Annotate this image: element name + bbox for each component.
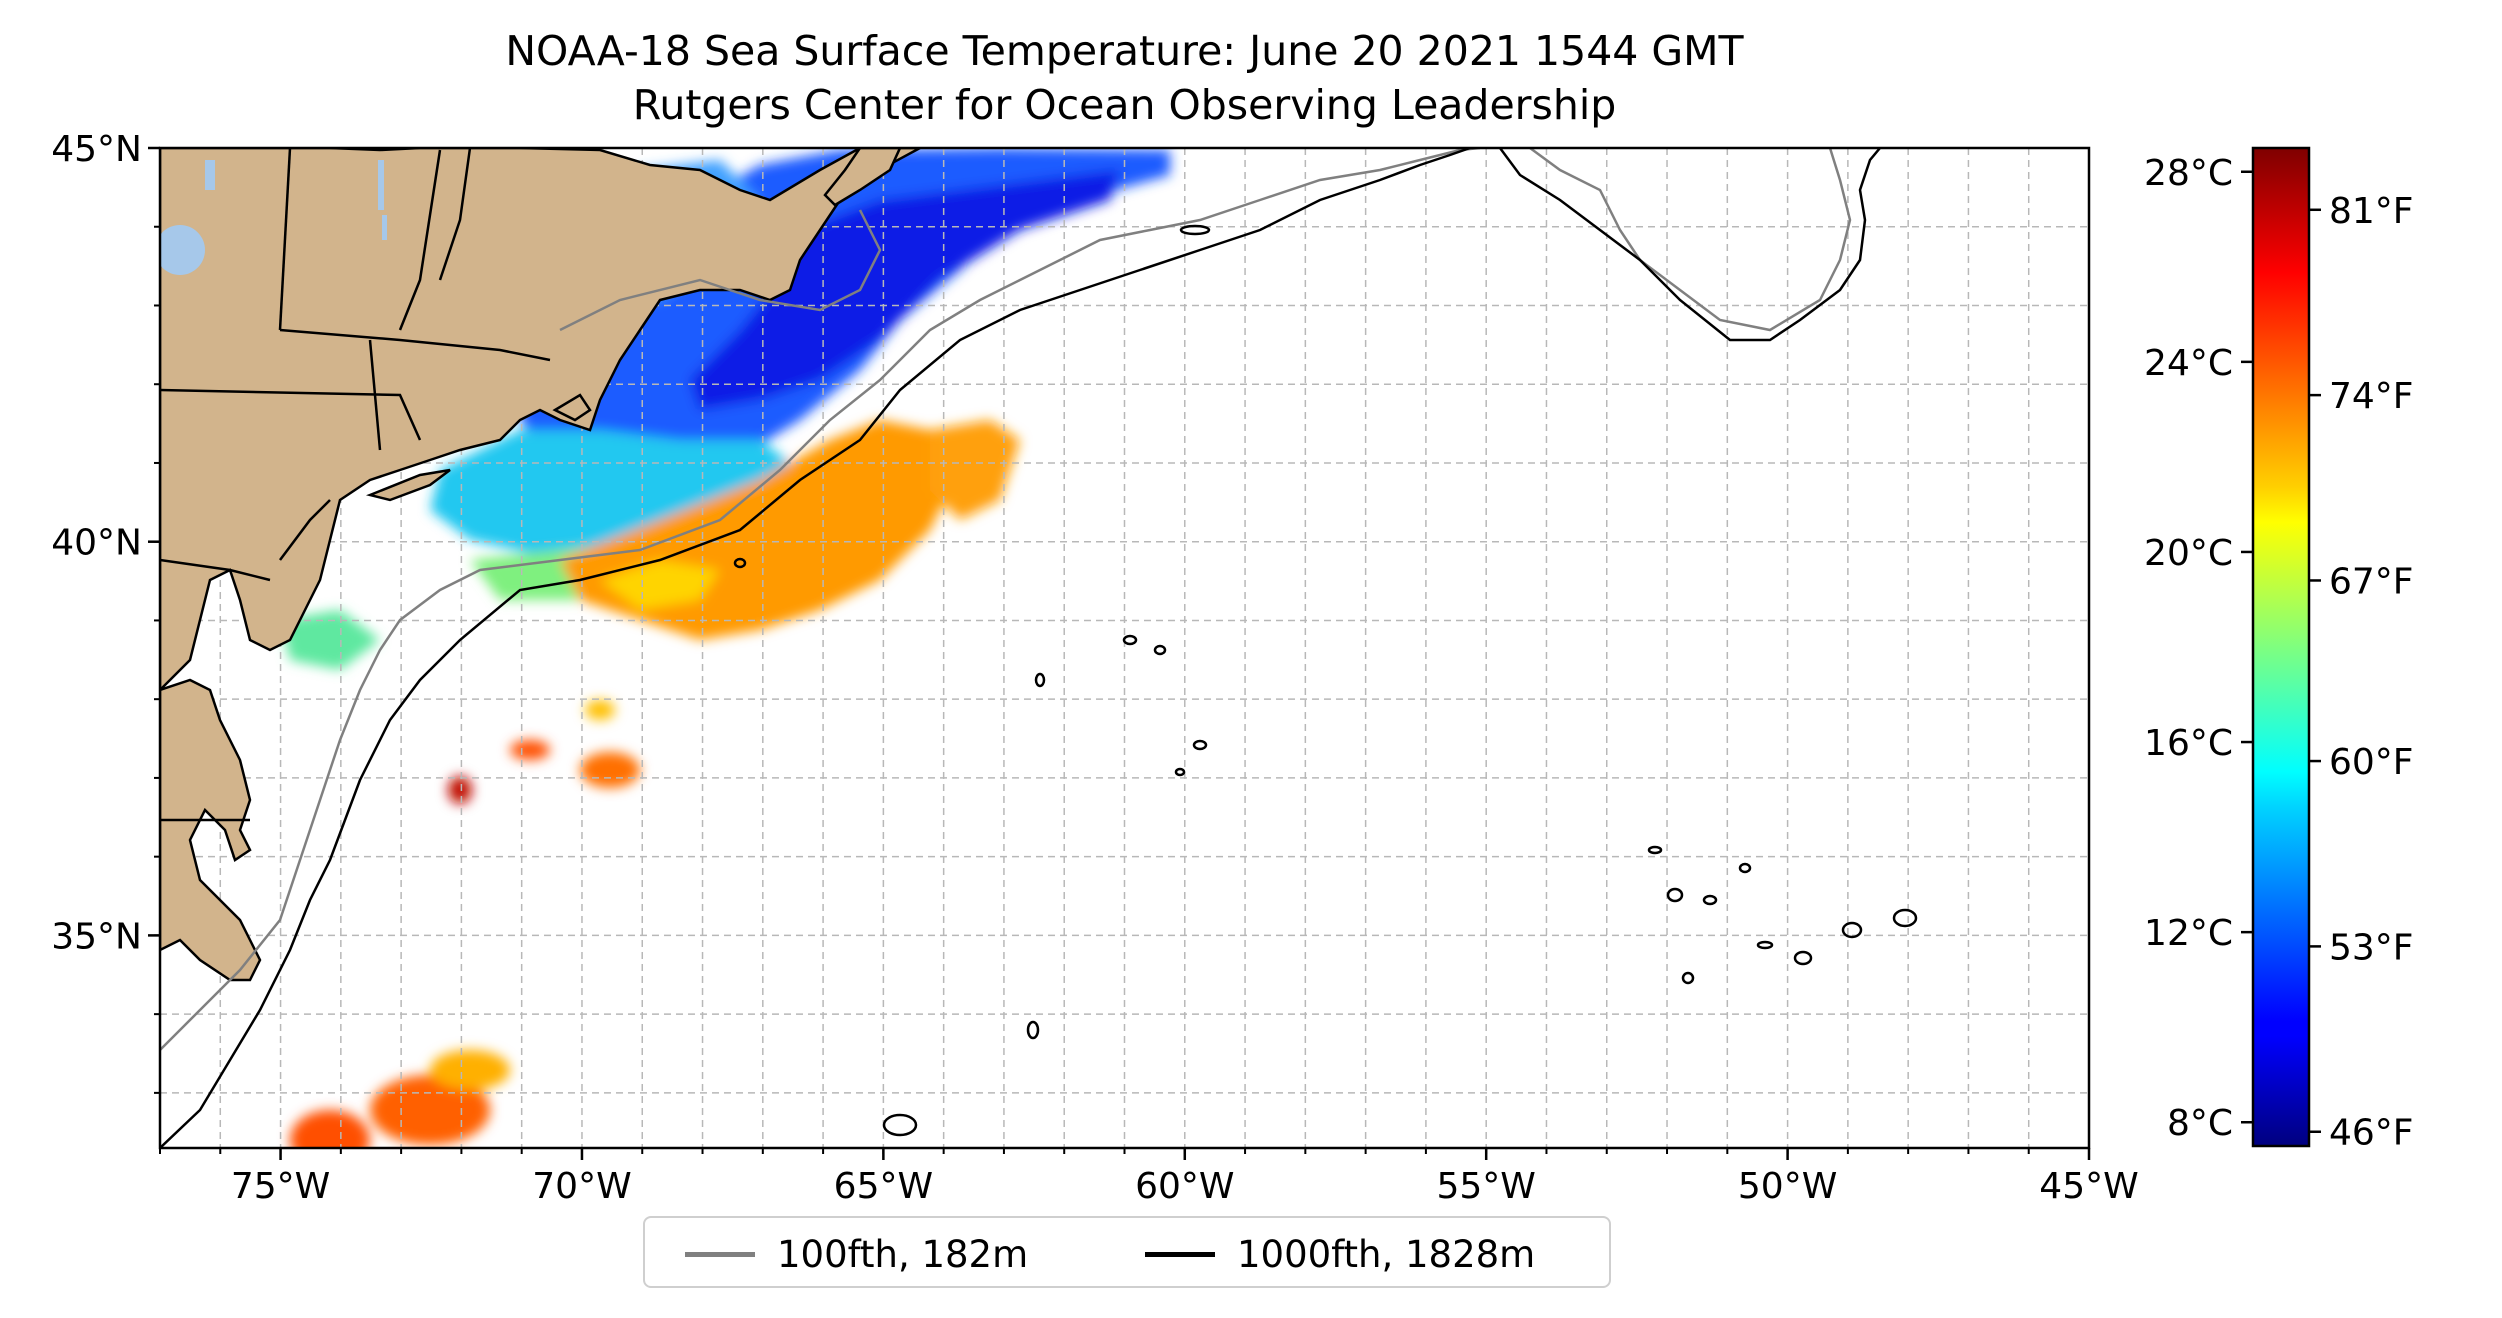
chart-subtitle: Rutgers Center for Ocean Observing Leade… [632, 81, 1617, 129]
legend-swatch-gray [685, 1251, 755, 1257]
lon-tick-label: 50°W [1738, 1166, 1837, 1207]
colorbar-f-label: 74°F [2329, 376, 2414, 417]
lon-tick-label: 45°W [2039, 1166, 2138, 1207]
lat-tick-label: 40°N [51, 523, 142, 564]
colorbar-c-label: 12°C [2144, 913, 2233, 954]
colorbar-c-label: 8°C [2167, 1103, 2233, 1144]
legend-item-1000fth: 1000fth, 1828m [1145, 1232, 1536, 1276]
land-mid-atlantic [160, 678, 262, 982]
sst-warm-ring [930, 420, 1020, 520]
latitude-axis: 45°N 40°N 35°N [51, 129, 160, 1094]
colorbar-f-label: 67°F [2329, 561, 2414, 602]
lon-tick-label: 65°W [834, 1166, 933, 1207]
land-nova-scotia [823, 148, 902, 207]
lat-tick-label: 35°N [51, 916, 142, 957]
lakes [160, 160, 387, 275]
gridlines [160, 148, 2089, 1148]
lon-tick-label: 75°W [231, 1166, 330, 1207]
colorbar-c-label: 16°C [2144, 723, 2233, 764]
colorbar-f-label: 60°F [2329, 742, 2414, 783]
legend-label-1000fth: 1000fth, 1828m [1237, 1232, 1536, 1276]
isobath-1000fth [160, 148, 1918, 1148]
sst-mid-atlantic [280, 610, 380, 670]
lon-tick-label: 60°W [1135, 1166, 1234, 1207]
sst-deep-blue [690, 170, 1120, 410]
legend-item-100fth: 100fth, 182m [685, 1232, 1029, 1276]
legend-label-100fth: 100fth, 182m [777, 1232, 1029, 1276]
land-long-island [365, 468, 451, 502]
colorbar-fahrenheit-axis: 81°F 74°F 67°F 60°F 53°F 46°F [2309, 191, 2414, 1154]
colorbar-f-label: 53°F [2329, 927, 2414, 968]
lon-tick-label: 55°W [1436, 1166, 1535, 1207]
land [160, 148, 921, 982]
chart-title: NOAA-18 Sea Surface Temperature: June 20… [505, 27, 1744, 75]
land-cape-cod [552, 393, 592, 422]
lat-tick-label: 45°N [51, 129, 142, 170]
colorbar-f-label: 81°F [2329, 191, 2414, 232]
longitude-axis: 75°W 70°W 65°W 60°W 55°W 50°W 45°W [159, 1148, 2139, 1207]
isobath-100fth [160, 148, 1852, 1051]
colorbar-c-label: 28°C [2144, 153, 2233, 194]
colorbar-f-label: 46°F [2329, 1113, 2414, 1154]
state-borders [160, 148, 551, 822]
lon-tick-label: 70°W [532, 1166, 631, 1207]
legend-swatch-black [1145, 1251, 1215, 1257]
land-northeast-us [160, 148, 921, 692]
colorbar-c-label: 20°C [2144, 533, 2233, 574]
legend: 100fth, 182m 1000fth, 1828m [643, 1216, 1611, 1288]
colorbar-c-label: 24°C [2144, 343, 2233, 384]
sst-yellow-edge [600, 560, 720, 610]
colorbar-celsius-axis: 28°C 24°C 20°C 16°C 12°C 8°C [2144, 153, 2253, 1144]
colorbar [2251, 146, 2311, 1148]
